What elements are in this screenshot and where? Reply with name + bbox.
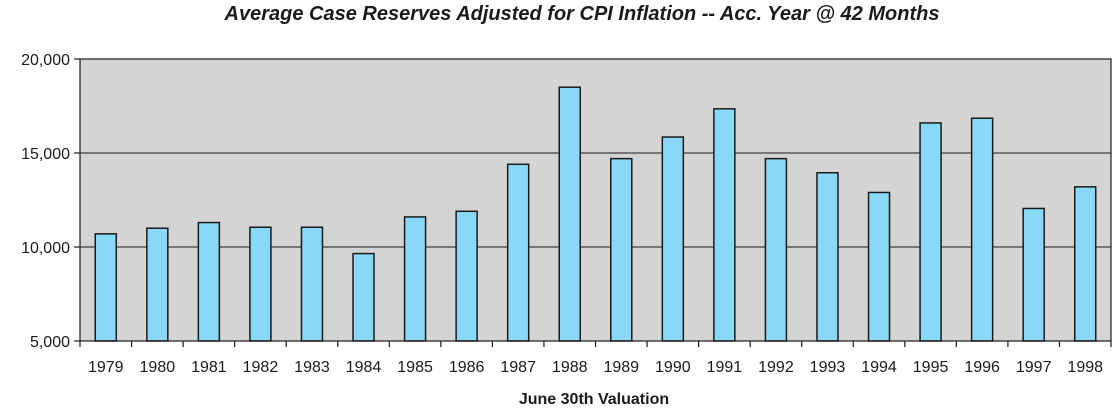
x-tick-label: 1979 (88, 359, 124, 376)
bar-1983 (300, 226, 324, 342)
bar-1981 (197, 221, 221, 342)
x-tick-label: 1996 (964, 359, 1000, 376)
bar-1996 (970, 117, 994, 342)
bar-1979 (94, 233, 118, 342)
x-tick-label: 1981 (191, 359, 227, 376)
bar-1987 (506, 163, 530, 342)
x-tick-label: 1984 (346, 359, 382, 376)
bar-1997 (1022, 207, 1045, 342)
x-tick-label: 1998 (1067, 359, 1103, 376)
x-tick-label: 1997 (1016, 359, 1052, 376)
x-tick-label: 1986 (449, 359, 485, 376)
x-tick-label: 1990 (655, 359, 691, 376)
x-tick-label: 1988 (552, 359, 588, 376)
x-tick-label: 1985 (397, 359, 433, 376)
x-tick-label: 1991 (707, 359, 743, 376)
y-tick-label: 20,000 (21, 52, 70, 69)
bar-1980 (146, 227, 169, 342)
bar-1986 (455, 210, 478, 342)
x-axis-label: June 30th Valuation (519, 391, 669, 408)
bar-1985 (403, 216, 427, 342)
y-tick-label: 10,000 (21, 240, 70, 257)
x-tick-label: 1993 (810, 359, 846, 376)
x-tick-label: 1980 (140, 359, 176, 376)
bar-1993 (816, 171, 839, 342)
x-tick-label: 1987 (500, 359, 536, 376)
chart-title: Average Case Reserves Adjusted for CPI I… (224, 3, 940, 25)
x-tick-label: 1989 (603, 359, 639, 376)
x-tick-label: 1983 (294, 359, 330, 376)
plot-area (80, 59, 1111, 341)
x-tick-label: 1982 (243, 359, 279, 376)
bar-1995 (919, 122, 942, 342)
bar-1982 (249, 226, 272, 342)
x-tick-label: 1994 (861, 359, 897, 376)
bar-1990 (661, 136, 685, 342)
bar-1984 (352, 252, 375, 342)
y-axis: 5,000 10,000 15,000 20,000 (21, 52, 80, 351)
bar-1992 (764, 157, 788, 342)
bar-1991 (713, 108, 736, 342)
bar-1994 (867, 191, 891, 342)
y-tick-label: 5,000 (30, 334, 70, 351)
x-tick-label: 1995 (913, 359, 949, 376)
bar-1989 (610, 157, 633, 342)
x-axis: 1979 1980 1981 1982 1983 1984 1985 1986 1987 1988… (79, 341, 1112, 376)
x-tick-label: 1992 (758, 359, 794, 376)
bar-1988 (558, 86, 581, 342)
y-tick-label: 15,000 (21, 146, 70, 163)
bar-1998 (1073, 186, 1097, 342)
